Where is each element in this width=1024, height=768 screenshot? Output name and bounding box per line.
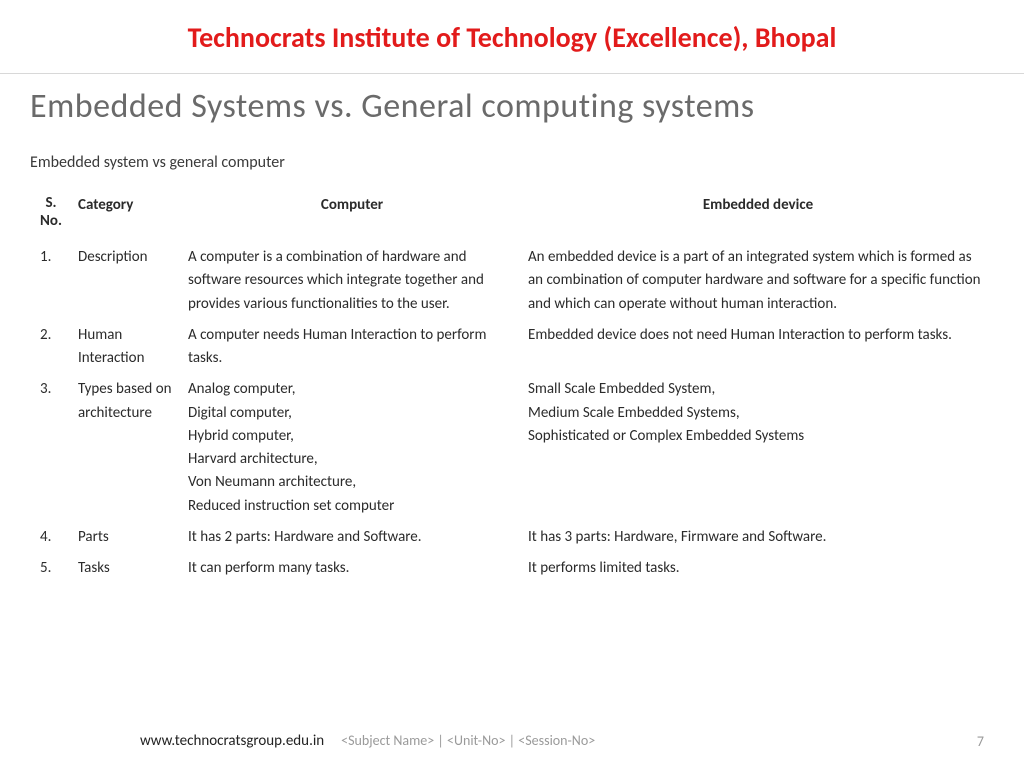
table-row: 5.TasksIt can perform many tasks.It perf… bbox=[30, 553, 994, 584]
cell-sno: 1. bbox=[30, 242, 72, 320]
col-header-category: Category bbox=[72, 190, 182, 242]
slide-subtitle: Embedded system vs general computer bbox=[30, 153, 994, 172]
cell-category: Types based on architecture bbox=[72, 374, 182, 522]
cell-computer: Analog computer,Digital computer,Hybrid … bbox=[182, 374, 522, 522]
slide-title: Embedded Systems vs. General computing s… bbox=[30, 86, 994, 127]
footer-url: www.technocratsgroup.edu.in bbox=[140, 732, 324, 750]
table-row: 4.PartsIt has 2 parts: Hardware and Soft… bbox=[30, 522, 994, 553]
cell-embedded: Embedded device does not need Human Inte… bbox=[522, 320, 994, 375]
comparison-table: S. No. Category Computer Embedded device… bbox=[30, 190, 994, 584]
cell-category: Parts bbox=[72, 522, 182, 553]
col-header-computer: Computer bbox=[182, 190, 522, 242]
table-header-row: S. No. Category Computer Embedded device bbox=[30, 190, 994, 242]
cell-embedded: It has 3 parts: Hardware, Firmware and S… bbox=[522, 522, 994, 553]
table-row: 2.Human InteractionA computer needs Huma… bbox=[30, 320, 994, 375]
cell-sno: 5. bbox=[30, 553, 72, 584]
cell-sno: 3. bbox=[30, 374, 72, 522]
cell-embedded: Small Scale Embedded System,Medium Scale… bbox=[522, 374, 994, 522]
cell-category: Tasks bbox=[72, 553, 182, 584]
cell-sno: 2. bbox=[30, 320, 72, 375]
cell-computer: It has 2 parts: Hardware and Software. bbox=[182, 522, 522, 553]
table-body: 1.DescriptionA computer is a combination… bbox=[30, 242, 994, 584]
cell-sno: 4. bbox=[30, 522, 72, 553]
cell-computer: It can perform many tasks. bbox=[182, 553, 522, 584]
cell-computer: A computer is a combination of hardware … bbox=[182, 242, 522, 320]
cell-embedded: An embedded device is a part of an integ… bbox=[522, 242, 994, 320]
cell-embedded: It performs limited tasks. bbox=[522, 553, 994, 584]
col-header-sno: S. No. bbox=[30, 190, 72, 242]
footer-meta: <Subject Name> | <Unit-No> | <Session-No… bbox=[338, 733, 598, 750]
institute-title: Technocrats Institute of Technology (Exc… bbox=[30, 20, 994, 55]
footer: www.technocratsgroup.edu.in <Subject Nam… bbox=[0, 732, 1024, 750]
cell-computer: A computer needs Human Interaction to pe… bbox=[182, 320, 522, 375]
footer-page-number: 7 bbox=[977, 733, 984, 750]
table-row: 1.DescriptionA computer is a combination… bbox=[30, 242, 994, 320]
cell-category: Description bbox=[72, 242, 182, 320]
col-header-embedded: Embedded device bbox=[522, 190, 994, 242]
table-row: 3.Types based on architectureAnalog comp… bbox=[30, 374, 994, 522]
cell-category: Human Interaction bbox=[72, 320, 182, 375]
divider bbox=[0, 73, 1024, 74]
